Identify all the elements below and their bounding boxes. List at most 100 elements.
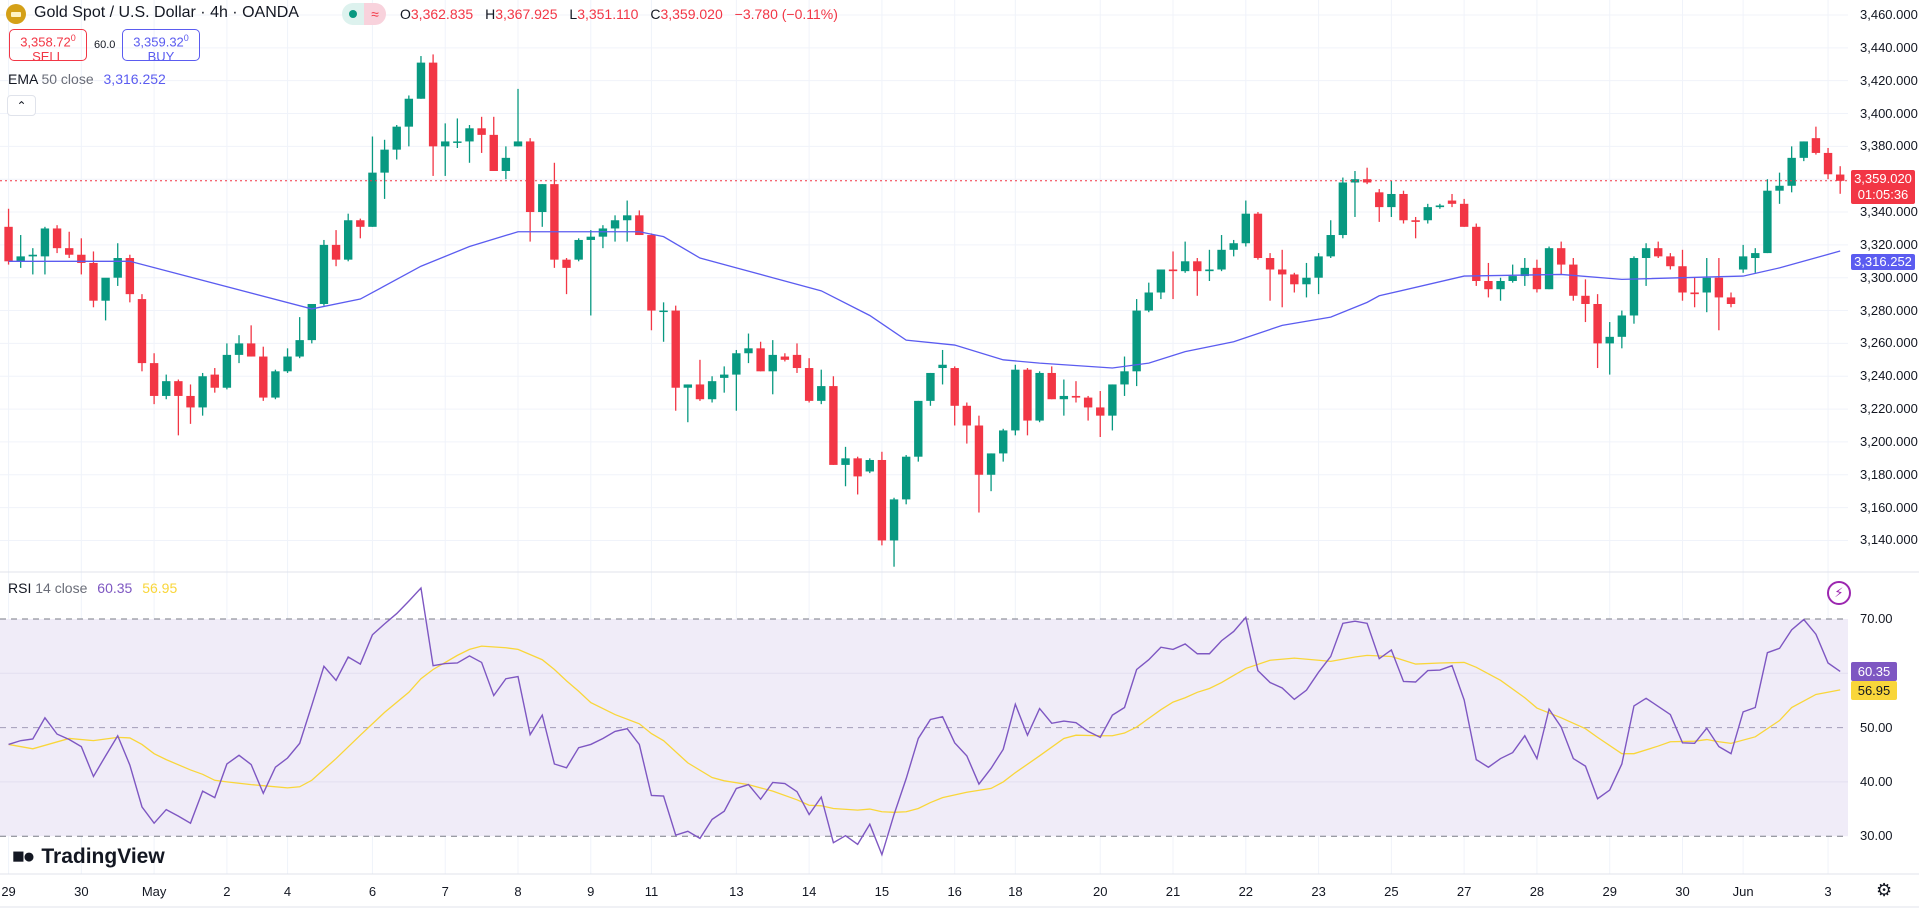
rsi-params: 14 close [35, 580, 88, 596]
candle-down [77, 254, 86, 263]
price-tick-label: 3,380.000 [1860, 138, 1918, 154]
buy-button[interactable]: 3,359.320 BUY [122, 29, 200, 64]
symbol-title[interactable]: Gold Spot / U.S. Dollar · 4h · OANDA [34, 4, 299, 21]
candle-down [1569, 264, 1578, 296]
candle-up [295, 340, 304, 357]
buy-price-pip: 0 [183, 33, 189, 43]
price-tick-label: 3,140.000 [1860, 532, 1918, 548]
candle-down [428, 62, 438, 147]
rsi-tick-label: 40.00 [1860, 773, 1893, 789]
candle-up [938, 364, 947, 369]
tradingview-wordmark: TradingView [41, 845, 165, 868]
rsi-value-tag: 60.35 [1851, 662, 1897, 681]
candle-down [1690, 292, 1699, 295]
candle-up [1120, 371, 1129, 385]
price-tick-label: 3,300.000 [1860, 269, 1918, 285]
candle-down [1047, 372, 1056, 400]
candle-down [962, 405, 972, 426]
candle-down [1447, 200, 1457, 204]
rsi-lines [8, 586, 1841, 857]
settings-gear-icon[interactable]: ⚙ [1876, 880, 1893, 900]
candle-up [610, 220, 620, 229]
status-badges[interactable]: ≈ [342, 3, 386, 25]
time-tick-label: 8 [514, 884, 522, 899]
lightning-icon[interactable]: ⚡︎ [1827, 581, 1851, 605]
candle-up [1775, 185, 1784, 191]
candle-up [889, 499, 899, 541]
candle-up [1751, 253, 1760, 259]
ema-price-tag: 3,316.252 [1851, 254, 1915, 270]
candle-up [1702, 277, 1711, 293]
sell-price-pip: 0 [70, 33, 76, 43]
candle-down [89, 262, 98, 301]
candle-up [744, 348, 753, 354]
last-price-tag: 3,359.020 01:05:36 [1851, 170, 1915, 204]
time-tick-label: 21 [1165, 884, 1181, 899]
time-tick-label: 30 [1675, 884, 1690, 899]
candle-down [1484, 281, 1493, 290]
candle-up [986, 453, 996, 475]
candle-down [1096, 407, 1105, 416]
candle-up [1496, 281, 1505, 290]
candle-down [174, 381, 183, 396]
candle-down [1556, 248, 1566, 265]
candle-down [1459, 203, 1469, 227]
candle-up [1011, 369, 1020, 431]
candle-down [1399, 193, 1408, 221]
time-tick-label: 15 [874, 884, 890, 899]
open-label: O [400, 6, 411, 22]
price-tick-label: 3,340.000 [1860, 204, 1918, 220]
candle-down [1083, 397, 1093, 408]
candle-up [453, 141, 462, 143]
candle-down [1278, 269, 1287, 275]
candle-down [1265, 258, 1275, 270]
rsi-name: RSI [8, 580, 32, 596]
candle-up [1605, 336, 1614, 344]
candle-up [271, 371, 280, 398]
close-value: 3,359.020 [660, 6, 723, 22]
market-open-dot-icon[interactable] [342, 3, 364, 25]
candle-up [1302, 277, 1311, 285]
candle-up [1217, 249, 1226, 270]
rsi-ma-value: 56.95 [142, 580, 178, 596]
price-tick-label: 3,180.000 [1860, 466, 1918, 482]
ema-legend[interactable]: EMA 50 close 3,316.252 [8, 71, 166, 87]
gold-symbol-icon [6, 4, 26, 24]
candle-up [901, 456, 911, 500]
price-tick-label: 3,400.000 [1860, 105, 1918, 121]
rsi-legend[interactable]: RSI 14 close 60.35 56.95 [8, 580, 177, 596]
candle-up [1326, 235, 1335, 257]
candle-up [720, 374, 729, 378]
candle-up [319, 244, 329, 304]
candle-down [1835, 174, 1845, 181]
price-tick-label: 3,160.000 [1860, 499, 1918, 515]
time-tick-label: 28 [1529, 884, 1545, 899]
candle-up [222, 354, 232, 388]
candle-up [380, 149, 389, 173]
time-tick-label: 14 [801, 884, 817, 899]
candle-down [1726, 297, 1736, 304]
time-tick-label: 9 [587, 884, 595, 899]
time-tick-label: 7 [441, 884, 449, 899]
candle-down [756, 348, 765, 372]
time-tick-label: 6 [368, 884, 377, 899]
candle-up [1108, 384, 1117, 416]
rsi-line [8, 586, 1841, 857]
candle-down [4, 226, 13, 262]
candle-up [1641, 248, 1651, 259]
candle-up [1423, 207, 1432, 221]
open-value: 3,362.835 [410, 6, 474, 22]
candle-up [162, 381, 171, 396]
tradingview-mark-icon: ■● [12, 845, 35, 868]
delayed-data-icon[interactable]: ≈ [364, 3, 386, 25]
sell-button[interactable]: 3,358.720 SELL [9, 29, 87, 64]
candle-down [246, 343, 256, 357]
collapse-legend-button[interactable]: ⌃ [7, 95, 36, 116]
price-tick-label: 3,460.000 [1860, 7, 1918, 22]
candle-up [707, 381, 717, 400]
price-tick-label: 3,220.000 [1860, 401, 1918, 417]
ema50-line [8, 231, 1841, 369]
time-tick-label: 30 [74, 884, 89, 899]
candle-up [1314, 256, 1323, 278]
